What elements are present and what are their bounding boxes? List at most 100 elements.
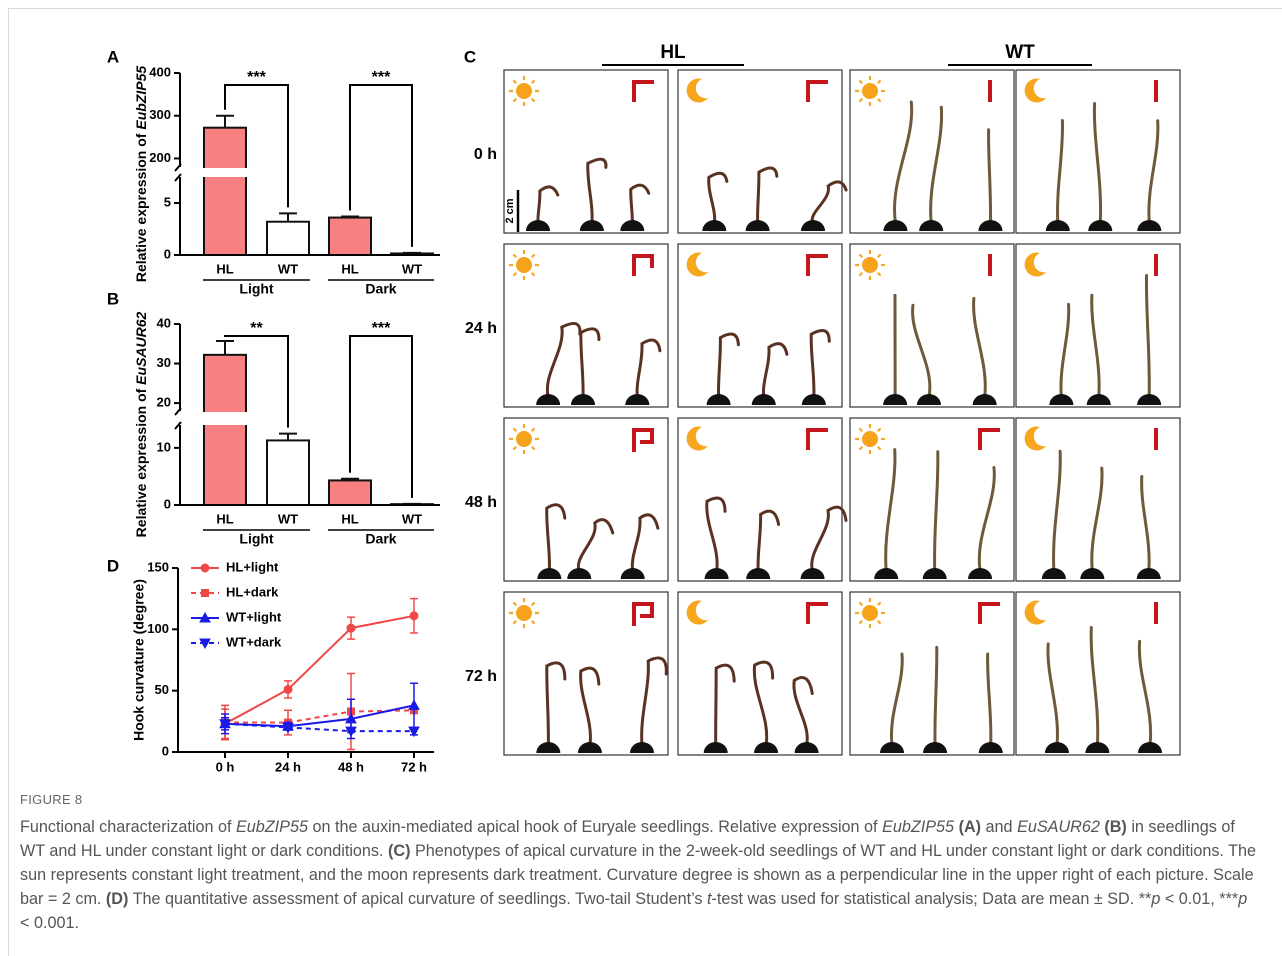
axis-break (175, 408, 181, 415)
row-label: 0 h (474, 146, 497, 163)
error-bar (216, 341, 234, 355)
group-label: Dark (365, 531, 396, 547)
scale-bar-label: 2 cm (504, 198, 516, 223)
caption-segment: Functional characterization of (20, 818, 236, 836)
marker (347, 624, 355, 632)
x-tick-label: HL (341, 261, 358, 276)
caption-segment: EubZIP55 (882, 818, 954, 836)
series-line (225, 724, 414, 731)
sun-icon (516, 431, 532, 447)
figure: ARelative expression of EubZIP5505200300… (0, 0, 1282, 790)
legend-marker (202, 590, 209, 597)
x-tick-label: HL (216, 261, 233, 276)
error-bar (341, 217, 359, 218)
sun-icon (862, 431, 878, 447)
x-tick-label: 0 h (216, 759, 235, 774)
sun-icon (862, 605, 878, 621)
sun-icon (862, 257, 878, 273)
error-bar (403, 253, 421, 254)
x-tick-label: 24 h (275, 759, 301, 774)
panel-label: A (107, 47, 119, 66)
y-tick-label: 0 (164, 246, 171, 261)
caption-segment: The quantitative assessment of apical cu… (128, 890, 707, 908)
y-axis-label: Hook curvature (degree) (131, 579, 147, 741)
group-header: HL (660, 42, 686, 63)
group-label: Light (239, 281, 274, 297)
caption-segment: EuSAUR62 (1017, 818, 1100, 836)
row-label: 24 h (465, 320, 497, 337)
row-label: 48 h (465, 494, 497, 511)
panel-label: D (107, 556, 119, 575)
caption-segment: EubZIP55 (236, 818, 308, 836)
error-bar (279, 434, 297, 441)
caption-segment: (A) (959, 818, 981, 836)
bar (329, 480, 371, 505)
y-tick-label: 0 (164, 496, 171, 511)
legend-label: WT+light (226, 609, 282, 624)
x-tick-label: WT (402, 511, 422, 526)
series-line (225, 616, 414, 724)
sun-icon (516, 605, 532, 621)
group-label: Light (239, 531, 274, 547)
photo (678, 418, 842, 581)
x-tick-label: WT (402, 261, 422, 276)
legend-label: HL+dark (226, 584, 279, 599)
y-tick-label: 100 (147, 621, 169, 636)
y-tick-label: 40 (157, 315, 171, 330)
x-tick-label: 72 h (401, 759, 427, 774)
x-tick-label: WT (278, 511, 298, 526)
bar (267, 440, 309, 505)
caption-segment: p (1151, 890, 1160, 908)
photo (678, 592, 842, 755)
y-axis-label: Relative expression of EuSAUR62 (133, 311, 149, 537)
caption-segment: p (1238, 890, 1247, 908)
caption-segment: < 0.01, *** (1160, 890, 1238, 908)
legend-label: WT+dark (226, 634, 282, 649)
sun-icon (516, 257, 532, 273)
significance-label: *** (372, 320, 391, 337)
y-tick-label: 0 (162, 743, 169, 758)
bar (267, 222, 309, 255)
y-axis-label: Relative expression of EubZIP55 (133, 66, 149, 283)
group-label: Dark (365, 281, 396, 297)
y-axis-label-gene: EubZIP55 (133, 66, 149, 130)
y-tick-label: 150 (147, 559, 169, 574)
caption-segment: (B) (1104, 818, 1126, 836)
y-tick-label: 50 (155, 682, 169, 697)
panel-label: B (107, 289, 119, 308)
y-axis-label-text: Relative expression of (133, 385, 149, 538)
y-tick-label: 30 (157, 355, 171, 370)
group-header: WT (1005, 42, 1035, 63)
y-tick-label: 10 (157, 439, 171, 454)
error-bar (279, 213, 297, 221)
break-band (182, 168, 442, 177)
marker (409, 700, 419, 709)
y-axis-label-text: Relative expression of (133, 130, 149, 283)
bar (329, 218, 371, 255)
row-label: 72 h (465, 668, 497, 685)
caption-segment: and (981, 818, 1017, 836)
x-tick-label: HL (341, 511, 358, 526)
x-tick-label: 48 h (338, 759, 364, 774)
page: ARelative expression of EubZIP5505200300… (0, 0, 1282, 956)
y-axis-label-gene: EuSAUR62 (133, 311, 149, 384)
panel-label: C (464, 47, 476, 66)
axis-break (175, 164, 181, 171)
y-tick-label: 400 (149, 64, 171, 79)
break-band (182, 412, 442, 425)
marker (410, 612, 418, 620)
x-tick-label: HL (216, 511, 233, 526)
caption-text: Functional characterization of EubZIP55 … (20, 815, 1260, 935)
caption-segment: (D) (106, 890, 128, 908)
bar (204, 128, 246, 255)
y-tick-label: 5 (164, 194, 171, 209)
sun-icon (862, 83, 878, 99)
caption-segment: < 0.001. (20, 914, 79, 932)
significance-label: *** (372, 69, 391, 86)
bar (204, 355, 246, 505)
y-tick-label: 20 (157, 395, 171, 410)
photo (678, 244, 842, 407)
caption-segment: (C) (388, 842, 410, 860)
caption-label: FIGURE 8 (20, 792, 82, 807)
y-tick-label: 200 (149, 150, 171, 165)
